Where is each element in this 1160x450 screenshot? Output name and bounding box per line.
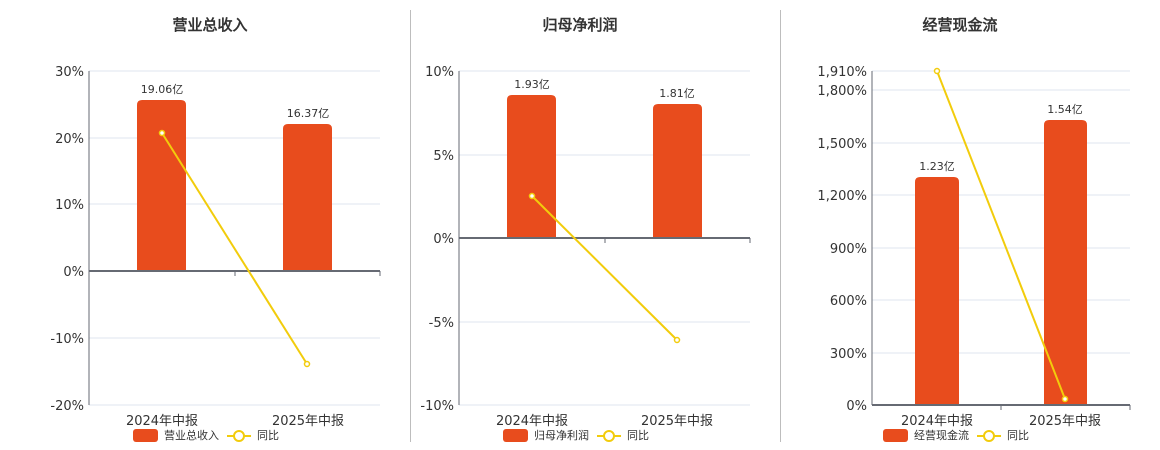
svg-text:0%: 0% bbox=[433, 232, 454, 247]
svg-text:900%: 900% bbox=[830, 242, 867, 257]
bars bbox=[915, 120, 1087, 405]
panel-divider bbox=[410, 10, 411, 442]
yoy-point[interactable] bbox=[528, 192, 536, 200]
bar-legend-swatch[interactable] bbox=[883, 428, 908, 442]
line-legend-label[interactable]: 同比 bbox=[1007, 429, 1029, 442]
bar-legend-label[interactable]: 营业总收入 bbox=[164, 429, 219, 442]
chart-title: 营业总收入 bbox=[172, 16, 248, 34]
bar-2025[interactable] bbox=[1044, 120, 1087, 405]
x-tick-label: 2025年中报 bbox=[641, 414, 713, 429]
yoy-line bbox=[528, 192, 681, 344]
bars bbox=[137, 100, 332, 271]
chart-legend: 归母净利润 同比 bbox=[503, 427, 649, 443]
svg-text:5%: 5% bbox=[433, 149, 454, 164]
chart-panel-revenue: 营业总收入 30% 20% 10% 0% -10% -20% 19.06亿 16 bbox=[0, 0, 410, 450]
bar-2025[interactable] bbox=[283, 124, 332, 271]
svg-text:1,800%: 1,800% bbox=[817, 84, 867, 99]
svg-text:600%: 600% bbox=[830, 294, 867, 309]
svg-text:-5%: -5% bbox=[429, 316, 454, 331]
y-tick-labels: 30% 20% 10% 0% -10% -20% bbox=[50, 65, 84, 414]
bar-label: 19.06亿 bbox=[141, 83, 184, 96]
bar-label: 1.23亿 bbox=[919, 160, 955, 173]
svg-text:-10%: -10% bbox=[50, 332, 84, 347]
yoy-point[interactable] bbox=[158, 129, 166, 137]
yoy-point[interactable] bbox=[673, 336, 681, 344]
svg-text:10%: 10% bbox=[425, 65, 454, 80]
svg-text:1,910%: 1,910% bbox=[817, 65, 867, 80]
chart-panel-net-profit: 归母净利润 10% 5% 0% -5% -10% 1.93亿 1.81亿 bbox=[420, 16, 751, 443]
yoy-line bbox=[933, 67, 1069, 403]
x-tick-label: 2025年中报 bbox=[1029, 414, 1101, 429]
chart-title: 经营现金流 bbox=[922, 16, 998, 34]
chart-title: 归母净利润 bbox=[542, 16, 618, 34]
svg-text:-20%: -20% bbox=[50, 399, 84, 414]
bars bbox=[507, 95, 702, 238]
yoy-point[interactable] bbox=[1061, 395, 1069, 403]
bar-label: 1.54亿 bbox=[1047, 103, 1083, 116]
bar-2024[interactable] bbox=[137, 100, 186, 271]
x-tick-label: 2024年中报 bbox=[126, 414, 198, 429]
chart-legend: 经营现金流 同比 bbox=[883, 427, 1029, 443]
yoy-point[interactable] bbox=[303, 360, 311, 368]
bar-legend-label[interactable]: 归母净利润 bbox=[534, 429, 589, 442]
svg-text:0%: 0% bbox=[846, 399, 867, 414]
svg-text:0%: 0% bbox=[63, 265, 84, 280]
bar-2024[interactable] bbox=[915, 177, 959, 405]
line-legend-icon[interactable] bbox=[227, 429, 251, 442]
y-tick-labels: 10% 5% 0% -5% -10% bbox=[420, 65, 454, 414]
svg-text:-10%: -10% bbox=[420, 399, 454, 414]
x-tick-label: 2024年中报 bbox=[901, 414, 973, 429]
yoy-line bbox=[158, 129, 311, 368]
bar-label: 1.81亿 bbox=[659, 87, 695, 100]
line-legend-label[interactable]: 同比 bbox=[627, 429, 649, 442]
svg-text:1,500%: 1,500% bbox=[817, 137, 867, 152]
line-legend-label[interactable]: 同比 bbox=[257, 429, 279, 442]
bar-legend-swatch[interactable] bbox=[503, 428, 528, 442]
x-tick-label: 2025年中报 bbox=[272, 414, 344, 429]
bar-legend-swatch[interactable] bbox=[133, 428, 158, 442]
bar-legend-label[interactable]: 经营现金流 bbox=[914, 429, 969, 442]
line-legend-icon[interactable] bbox=[977, 429, 1001, 442]
svg-text:300%: 300% bbox=[830, 347, 867, 362]
panel-divider bbox=[780, 10, 781, 442]
svg-text:30%: 30% bbox=[55, 65, 84, 80]
y-tick-labels: 1,910% 1,800% 1,500% 1,200% 900% 600% 30… bbox=[817, 65, 867, 414]
bar-2024[interactable] bbox=[507, 95, 556, 238]
line-legend-icon[interactable] bbox=[597, 429, 621, 442]
svg-text:10%: 10% bbox=[55, 198, 84, 213]
bar-label: 16.37亿 bbox=[287, 107, 330, 120]
svg-text:20%: 20% bbox=[55, 132, 84, 147]
x-tick-label: 2024年中报 bbox=[496, 414, 568, 429]
gridlines bbox=[872, 70, 1130, 354]
yoy-point[interactable] bbox=[933, 67, 941, 75]
bar-2025[interactable] bbox=[653, 104, 702, 238]
bar-label: 1.93亿 bbox=[514, 78, 550, 91]
chart-legend: 营业总收入 同比 bbox=[133, 427, 279, 443]
svg-text:1,200%: 1,200% bbox=[817, 189, 867, 204]
chart-plot: 10% 5% 0% -5% -10% 1.93亿 1.81亿 2024年中报 2… bbox=[420, 65, 751, 429]
chart-plot: 30% 20% 10% 0% -10% -20% 19.06亿 16.37亿 2… bbox=[50, 65, 381, 429]
